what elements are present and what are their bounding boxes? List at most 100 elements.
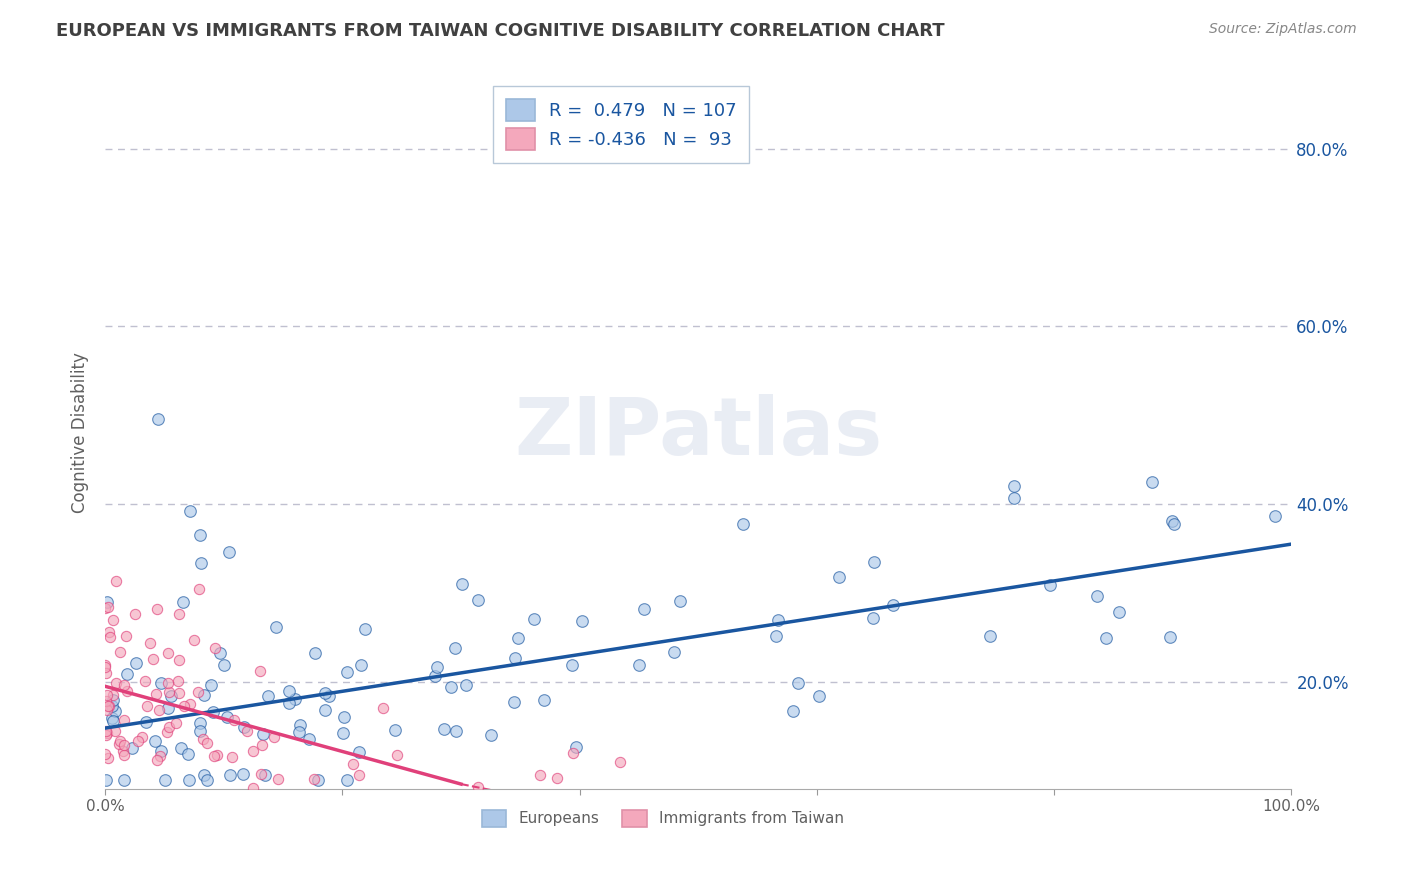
Point — [108, 738, 131, 752]
Point — [256, 689, 278, 703]
Point — [112, 678, 135, 692]
Point — [110, 645, 132, 659]
Point — [304, 646, 326, 660]
Point — [488, 820, 510, 834]
Point — [104, 704, 127, 718]
Point — [135, 715, 157, 730]
Point — [204, 641, 226, 656]
Point — [101, 693, 124, 707]
Point — [218, 544, 240, 558]
Point — [250, 738, 273, 752]
Point — [96, 772, 118, 787]
Point — [202, 748, 225, 763]
Point — [318, 689, 340, 703]
Point — [503, 651, 526, 665]
Point — [190, 556, 212, 570]
Point — [96, 595, 118, 609]
Point — [444, 723, 467, 738]
Point — [96, 703, 118, 717]
Point — [94, 600, 117, 615]
Point — [288, 724, 311, 739]
Point — [479, 728, 502, 742]
Point — [97, 751, 120, 765]
Point — [200, 678, 222, 692]
Point — [254, 768, 277, 782]
Point — [533, 693, 555, 707]
Point — [97, 699, 120, 714]
Point — [112, 738, 135, 752]
Point — [94, 694, 117, 708]
Point — [267, 772, 290, 786]
Point — [546, 771, 568, 785]
Point — [503, 695, 526, 709]
Point — [1108, 605, 1130, 619]
Legend: Europeans, Immigrants from Taiwan: Europeans, Immigrants from Taiwan — [474, 802, 852, 834]
Point — [307, 772, 329, 787]
Point — [160, 690, 183, 704]
Point — [134, 674, 156, 689]
Point — [603, 822, 626, 837]
Point — [157, 720, 180, 734]
Point — [149, 748, 172, 763]
Point — [124, 607, 146, 622]
Point — [506, 631, 529, 645]
Point — [149, 744, 172, 758]
Point — [143, 734, 166, 748]
Point — [188, 528, 211, 542]
Point — [332, 725, 354, 739]
Point — [467, 592, 489, 607]
Point — [195, 772, 218, 787]
Point — [250, 767, 273, 781]
Point — [111, 744, 134, 758]
Point — [156, 701, 179, 715]
Point — [221, 749, 243, 764]
Point — [224, 713, 246, 727]
Point — [108, 734, 131, 748]
Point — [1161, 514, 1184, 528]
Point — [561, 746, 583, 760]
Point — [278, 684, 301, 698]
Point — [188, 716, 211, 731]
Y-axis label: Cognitive Disability: Cognitive Disability — [72, 352, 89, 514]
Point — [478, 810, 501, 824]
Point — [502, 826, 524, 840]
Point — [146, 601, 169, 615]
Point — [862, 611, 884, 625]
Point — [564, 739, 586, 754]
Point — [96, 795, 118, 809]
Point — [298, 731, 321, 746]
Point — [179, 504, 201, 518]
Point — [127, 734, 149, 748]
Point — [166, 715, 188, 730]
Point — [145, 688, 167, 702]
Point — [467, 780, 489, 794]
Point — [266, 620, 288, 634]
Point — [167, 685, 190, 699]
Point — [212, 658, 235, 673]
Point — [477, 826, 499, 840]
Point — [314, 703, 336, 717]
Point — [342, 757, 364, 772]
Point — [104, 723, 127, 738]
Point — [173, 698, 195, 713]
Point — [177, 772, 200, 787]
Point — [115, 683, 138, 698]
Point — [731, 517, 754, 532]
Point — [304, 772, 326, 786]
Point — [1159, 630, 1181, 644]
Point — [242, 744, 264, 758]
Point — [249, 664, 271, 678]
Point — [98, 624, 121, 639]
Point — [125, 656, 148, 670]
Point — [156, 725, 179, 739]
Point — [193, 768, 215, 782]
Point — [882, 598, 904, 612]
Point — [450, 576, 472, 591]
Point — [112, 713, 135, 727]
Point — [207, 747, 229, 762]
Point — [662, 644, 685, 658]
Point — [187, 685, 209, 699]
Point — [454, 678, 477, 692]
Point — [236, 723, 259, 738]
Point — [284, 692, 307, 706]
